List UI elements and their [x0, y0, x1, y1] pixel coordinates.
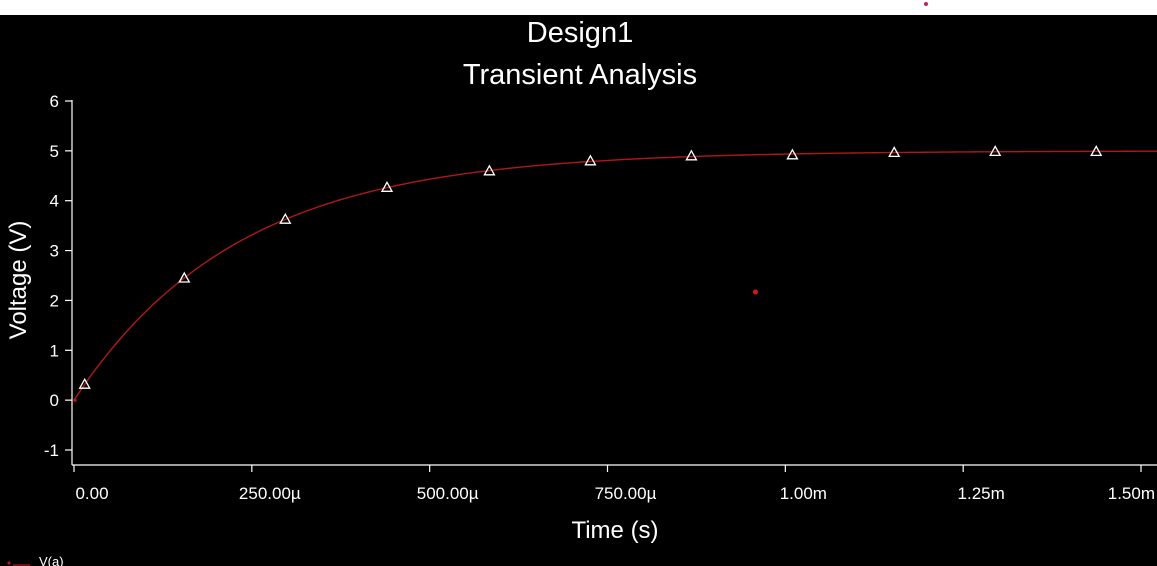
y-tick-label: 4 — [50, 192, 59, 211]
data-point-marker — [1090, 145, 1103, 157]
y-tick-label: 0 — [50, 391, 59, 410]
legend-label: V(a) — [39, 554, 64, 566]
x-axis-label: Time (s) — [571, 517, 658, 544]
legend-dot — [7, 561, 11, 565]
data-point-marker — [78, 377, 91, 389]
y-tick-label: 3 — [50, 242, 59, 261]
annotation-point — [752, 289, 759, 295]
annotation-layer — [752, 289, 759, 295]
y-tick-label: 1 — [50, 341, 59, 360]
data-point-marker — [685, 149, 698, 161]
data-point-marker — [888, 146, 901, 158]
y-axis-ticks: 6 5 4 3 2 1 0 -1 — [44, 92, 72, 460]
x-tick-label: 1.00m — [780, 484, 827, 503]
x-tick-label: 1.50m — [1108, 484, 1155, 503]
data-point-marker — [483, 164, 496, 176]
top-strip — [0, 0, 1157, 15]
series-line-V(a) — [73, 150, 1157, 401]
data-point-marker — [989, 145, 1002, 157]
top-marker-dot — [924, 2, 928, 6]
y-tick-label: 2 — [50, 291, 59, 310]
series-layer — [73, 145, 1157, 402]
y-tick-label: -1 — [44, 441, 59, 460]
y-axis-label: Voltage (V) — [5, 221, 32, 340]
x-axis-ticks: 0.00 250.00µ 500.00µ 750.00µ 1.00m 1.25m 1.50m — [73, 465, 1155, 503]
data-point-marker — [380, 180, 394, 192]
x-tick-label: 0.00 — [75, 484, 108, 503]
y-tick-label: 6 — [50, 92, 59, 111]
x-tick-label: 1.25m — [958, 484, 1005, 503]
data-point-marker — [279, 212, 292, 224]
x-tick-label: 250.00µ — [239, 484, 301, 503]
data-point-marker — [786, 148, 799, 160]
data-point-marker — [584, 154, 597, 166]
data-point-marker — [178, 271, 191, 283]
x-tick-label: 500.00µ — [417, 484, 479, 503]
series-start-dot — [73, 398, 77, 402]
legend[interactable]: V(a) — [7, 554, 64, 566]
y-tick-label: 5 — [50, 142, 59, 161]
x-tick-label: 750.00µ — [595, 484, 657, 503]
chart-subtitle: Transient Analysis — [463, 59, 697, 91]
chart-title: Design1 — [527, 17, 633, 49]
